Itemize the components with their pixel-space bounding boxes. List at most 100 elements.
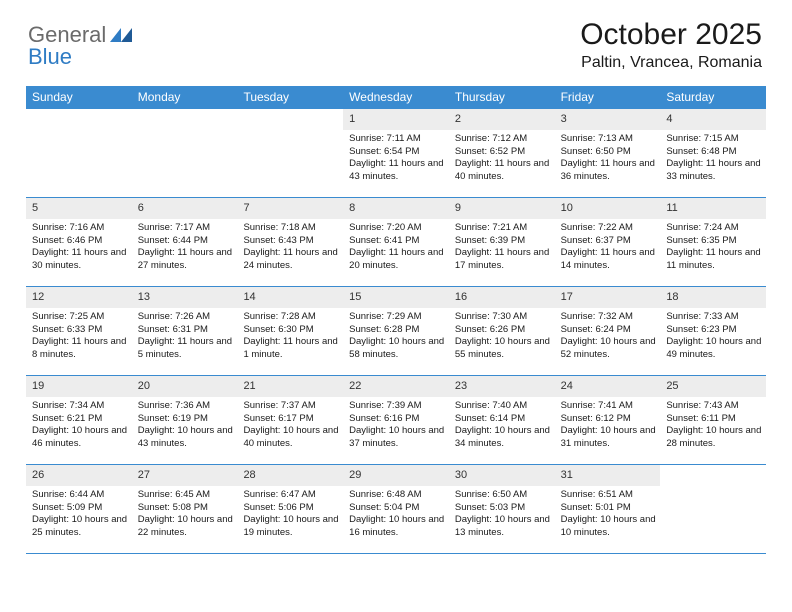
daylight-text: Daylight: 10 hours and 37 minutes. xyxy=(349,425,445,451)
day-number: 1 xyxy=(343,109,449,130)
day-body: Sunrise: 6:45 AMSunset: 5:08 PMDaylight:… xyxy=(132,489,238,540)
day-body: Sunrise: 7:22 AMSunset: 6:37 PMDaylight:… xyxy=(555,222,661,273)
day-number: 5 xyxy=(26,198,132,219)
day-body: Sunrise: 7:41 AMSunset: 6:12 PMDaylight:… xyxy=(555,400,661,451)
dow-thursday: Thursday xyxy=(449,86,555,109)
day-body: Sunrise: 6:50 AMSunset: 5:03 PMDaylight:… xyxy=(449,489,555,540)
sunrise-text: Sunrise: 7:22 AM xyxy=(561,222,657,235)
day-body: Sunrise: 7:33 AMSunset: 6:23 PMDaylight:… xyxy=(660,311,766,362)
sunrise-text: Sunrise: 7:41 AM xyxy=(561,400,657,413)
header-right: October 2025 Paltin, Vrancea, Romania xyxy=(580,18,762,72)
sunrise-text: Sunrise: 7:21 AM xyxy=(455,222,551,235)
day-number: 28 xyxy=(237,465,343,486)
day-body: Sunrise: 7:30 AMSunset: 6:26 PMDaylight:… xyxy=(449,311,555,362)
day-cell: 11 Sunrise: 7:24 AMSunset: 6:35 PMDayligh… xyxy=(660,198,766,286)
day-cell: 21Sunrise: 7:37 AMSunset: 6:17 PMDayligh… xyxy=(237,376,343,464)
sunset-text: Sunset: 6:19 PM xyxy=(138,413,234,426)
day-number: 11 xyxy=(660,198,766,219)
sunrise-text: Sunrise: 7:11 AM xyxy=(349,133,445,146)
sunrise-text: Sunrise: 7:12 AM xyxy=(455,133,551,146)
daylight-text: Daylight: 10 hours and 34 minutes. xyxy=(455,425,551,451)
day-number xyxy=(660,465,766,484)
sunrise-text: Sunrise: 7:39 AM xyxy=(349,400,445,413)
sunrise-text: Sunrise: 7:15 AM xyxy=(666,133,762,146)
daylight-text: Daylight: 10 hours and 55 minutes. xyxy=(455,336,551,362)
day-number: 26 xyxy=(26,465,132,486)
day-number: 16 xyxy=(449,287,555,308)
daylight-text: Daylight: 11 hours and 20 minutes. xyxy=(349,247,445,273)
day-number: 3 xyxy=(555,109,661,130)
day-body: Sunrise: 6:51 AMSunset: 5:01 PMDaylight:… xyxy=(555,489,661,540)
daylight-text: Daylight: 10 hours and 43 minutes. xyxy=(138,425,234,451)
month-title: October 2025 xyxy=(580,18,762,52)
sunset-text: Sunset: 6:52 PM xyxy=(455,146,551,159)
dow-tuesday: Tuesday xyxy=(237,86,343,109)
sunset-text: Sunset: 6:17 PM xyxy=(243,413,339,426)
day-body: Sunrise: 7:39 AMSunset: 6:16 PMDaylight:… xyxy=(343,400,449,451)
sunset-text: Sunset: 6:54 PM xyxy=(349,146,445,159)
sunset-text: Sunset: 5:03 PM xyxy=(455,502,551,515)
day-number: 31 xyxy=(555,465,661,486)
location-text: Paltin, Vrancea, Romania xyxy=(580,54,762,72)
sunset-text: Sunset: 6:50 PM xyxy=(561,146,657,159)
day-number: 20 xyxy=(132,376,238,397)
daylight-text: Daylight: 10 hours and 28 minutes. xyxy=(666,425,762,451)
sunset-text: Sunset: 6:37 PM xyxy=(561,235,657,248)
daylight-text: Daylight: 10 hours and 22 minutes. xyxy=(138,514,234,540)
sunset-text: Sunset: 6:35 PM xyxy=(666,235,762,248)
day-number: 30 xyxy=(449,465,555,486)
day-number xyxy=(26,109,132,128)
day-number: 8 xyxy=(343,198,449,219)
daylight-text: Daylight: 11 hours and 8 minutes. xyxy=(32,336,128,362)
day-body: Sunrise: 7:28 AMSunset: 6:30 PMDaylight:… xyxy=(237,311,343,362)
sunrise-text: Sunrise: 6:44 AM xyxy=(32,489,128,502)
daylight-text: Daylight: 10 hours and 25 minutes. xyxy=(32,514,128,540)
day-body: Sunrise: 7:13 AMSunset: 6:50 PMDaylight:… xyxy=(555,133,661,184)
sunset-text: Sunset: 5:09 PM xyxy=(32,502,128,515)
day-body: Sunrise: 7:20 AMSunset: 6:41 PMDaylight:… xyxy=(343,222,449,273)
daylight-text: Daylight: 10 hours and 49 minutes. xyxy=(666,336,762,362)
day-cell: 15Sunrise: 7:29 AMSunset: 6:28 PMDayligh… xyxy=(343,287,449,375)
sunset-text: Sunset: 6:30 PM xyxy=(243,324,339,337)
day-cell: 25Sunrise: 7:43 AMSunset: 6:11 PMDayligh… xyxy=(660,376,766,464)
day-body: Sunrise: 7:43 AMSunset: 6:11 PMDaylight:… xyxy=(660,400,766,451)
day-body: Sunrise: 7:25 AMSunset: 6:33 PMDaylight:… xyxy=(26,311,132,362)
day-number: 12 xyxy=(26,287,132,308)
sunset-text: Sunset: 6:41 PM xyxy=(349,235,445,248)
day-body: Sunrise: 7:40 AMSunset: 6:14 PMDaylight:… xyxy=(449,400,555,451)
day-cell: 2Sunrise: 7:12 AMSunset: 6:52 PMDaylight… xyxy=(449,109,555,197)
daylight-text: Daylight: 10 hours and 40 minutes. xyxy=(243,425,339,451)
sunset-text: Sunset: 6:23 PM xyxy=(666,324,762,337)
sunset-text: Sunset: 5:06 PM xyxy=(243,502,339,515)
sunset-text: Sunset: 6:39 PM xyxy=(455,235,551,248)
day-number: 22 xyxy=(343,376,449,397)
day-body: Sunrise: 7:26 AMSunset: 6:31 PMDaylight:… xyxy=(132,311,238,362)
sunrise-text: Sunrise: 7:33 AM xyxy=(666,311,762,324)
day-number: 13 xyxy=(132,287,238,308)
sunrise-text: Sunrise: 7:26 AM xyxy=(138,311,234,324)
sunrise-text: Sunrise: 7:32 AM xyxy=(561,311,657,324)
day-cell: 29Sunrise: 6:48 AMSunset: 5:04 PMDayligh… xyxy=(343,465,449,553)
day-cell: 18Sunrise: 7:33 AMSunset: 6:23 PMDayligh… xyxy=(660,287,766,375)
daylight-text: Daylight: 11 hours and 24 minutes. xyxy=(243,247,339,273)
day-cell: 1 Sunrise: 7:11 AMSunset: 6:54 PMDaylight… xyxy=(343,109,449,197)
day-cell: 28Sunrise: 6:47 AMSunset: 5:06 PMDayligh… xyxy=(237,465,343,553)
day-number xyxy=(237,109,343,128)
day-cell xyxy=(237,109,343,197)
daylight-text: Daylight: 11 hours and 43 minutes. xyxy=(349,158,445,184)
day-body: Sunrise: 6:44 AMSunset: 5:09 PMDaylight:… xyxy=(26,489,132,540)
daylight-text: Daylight: 10 hours and 13 minutes. xyxy=(455,514,551,540)
sunrise-text: Sunrise: 7:13 AM xyxy=(561,133,657,146)
day-number: 21 xyxy=(237,376,343,397)
sunset-text: Sunset: 6:28 PM xyxy=(349,324,445,337)
daylight-text: Daylight: 11 hours and 11 minutes. xyxy=(666,247,762,273)
sunset-text: Sunset: 5:01 PM xyxy=(561,502,657,515)
day-cell: 7Sunrise: 7:18 AMSunset: 6:43 PMDaylight… xyxy=(237,198,343,286)
dow-wednesday: Wednesday xyxy=(343,86,449,109)
day-cell xyxy=(26,109,132,197)
day-number: 6 xyxy=(132,198,238,219)
day-cell: 16 Sunrise: 7:30 AMSunset: 6:26 PMDayligh… xyxy=(449,287,555,375)
day-cell: 17Sunrise: 7:32 AMSunset: 6:24 PMDayligh… xyxy=(555,287,661,375)
week-row: 1 Sunrise: 7:11 AMSunset: 6:54 PMDaylight… xyxy=(26,109,766,198)
sunrise-text: Sunrise: 7:24 AM xyxy=(666,222,762,235)
